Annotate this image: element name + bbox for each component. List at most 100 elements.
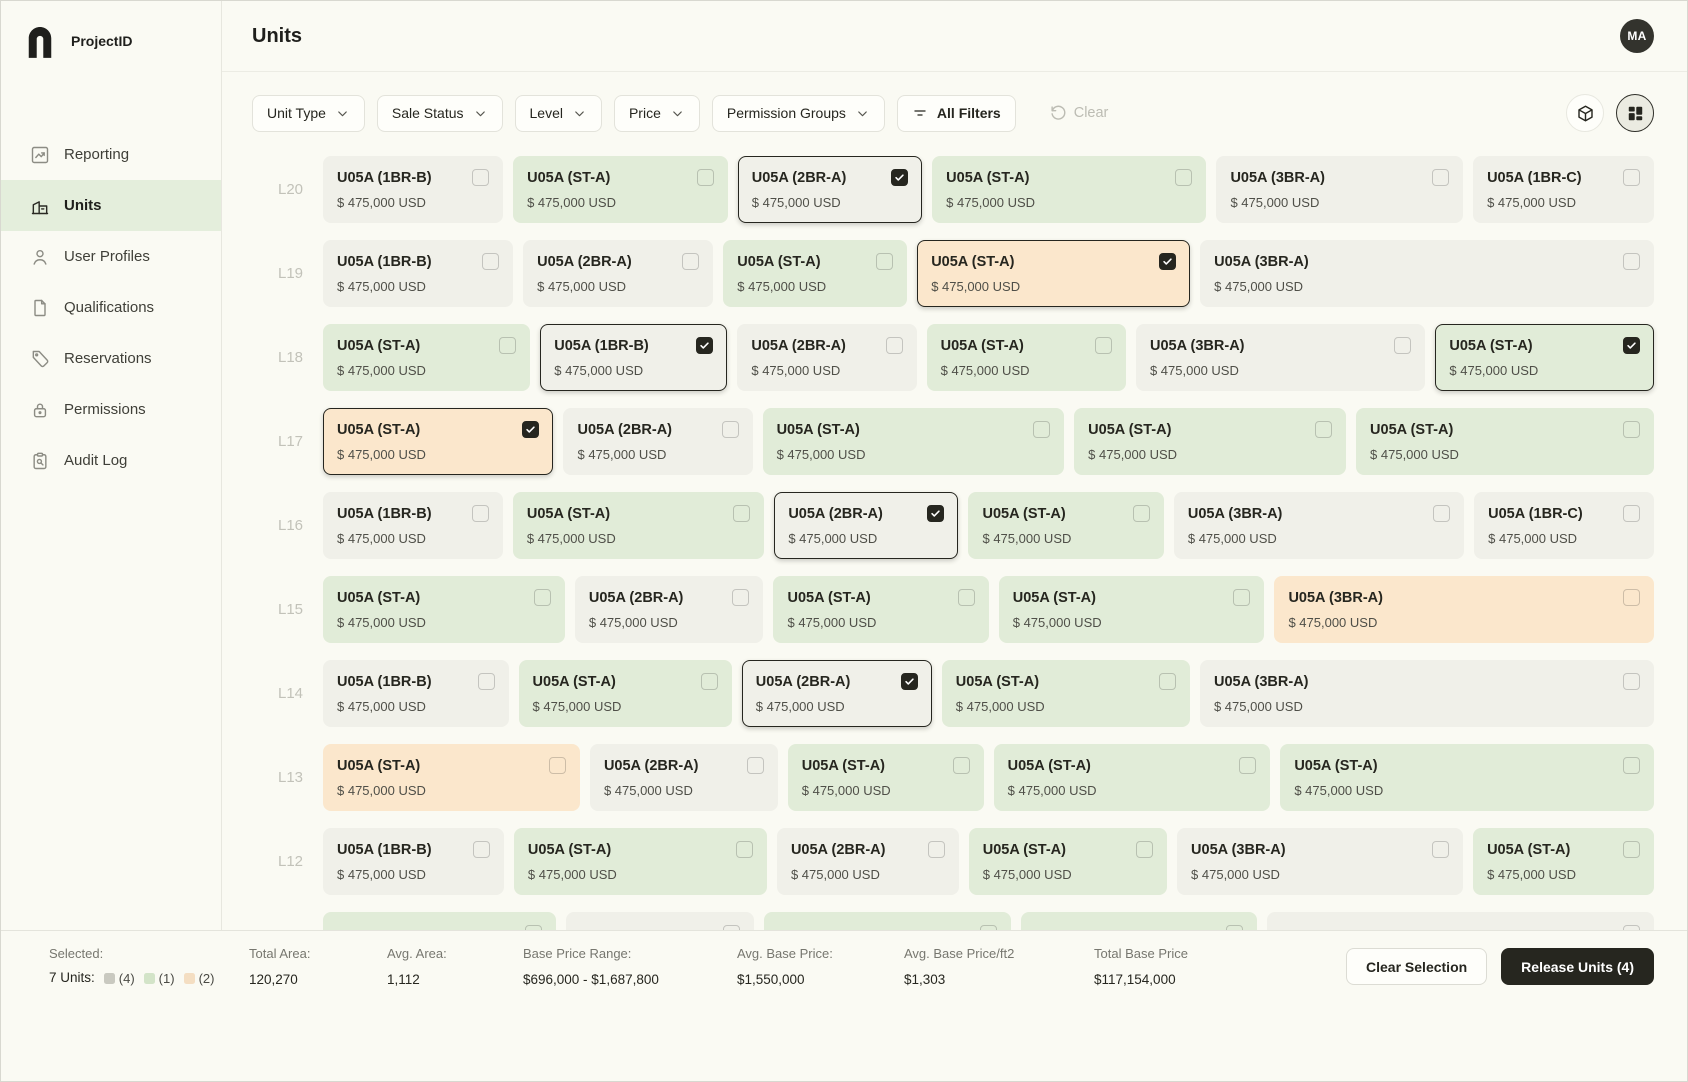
unit-card[interactable]: U05A (ST-A) $ 475,000 USD (926, 324, 1126, 391)
sidebar-item-audit-log[interactable]: Audit Log (1, 435, 221, 486)
filter-dropdown-unit-type[interactable]: Unit Type (252, 94, 365, 132)
unit-card[interactable]: U05A (3BR-A) $ 475,000 USD (1135, 324, 1426, 391)
avatar[interactable]: MA (1620, 19, 1654, 53)
unit-card[interactable] (1267, 912, 1654, 930)
unit-card[interactable]: U05A (2BR-A) $ 475,000 USD (774, 492, 959, 559)
unit-checkbox[interactable] (980, 925, 998, 930)
sidebar-item-user-profiles[interactable]: User Profiles (1, 231, 221, 282)
unit-card[interactable]: U05A (1BR-B) $ 475,000 USD (323, 660, 509, 727)
unit-card[interactable]: U05A (2BR-A) $ 475,000 USD (589, 744, 778, 811)
unit-checkbox[interactable] (735, 841, 753, 858)
unit-card[interactable]: U05A (ST-A) $ 475,000 USD (773, 576, 989, 643)
unit-checkbox[interactable] (472, 169, 490, 186)
unit-checkbox[interactable] (891, 169, 909, 186)
unit-checkbox[interactable] (1136, 841, 1154, 858)
release-units-button[interactable]: Release Units (4) (1501, 948, 1654, 985)
sidebar-item-reservations[interactable]: Reservations (1, 333, 221, 384)
unit-checkbox[interactable] (721, 421, 739, 438)
unit-card[interactable]: U05A (2BR-A) $ 475,000 USD (737, 156, 923, 223)
unit-checkbox[interactable] (1394, 337, 1412, 354)
unit-checkbox[interactable] (482, 253, 500, 270)
unit-checkbox[interactable] (900, 673, 918, 690)
unit-checkbox[interactable] (1239, 757, 1257, 774)
unit-checkbox[interactable] (548, 757, 566, 774)
unit-card[interactable]: U05A (ST-A) $ 475,000 USD (993, 744, 1271, 811)
unit-card[interactable]: U05A (ST-A) $ 475,000 USD (1473, 828, 1654, 895)
unit-card[interactable]: U05A (3BR-A) $ 475,000 USD (1199, 660, 1654, 727)
filter-dropdown-level[interactable]: Level (514, 94, 602, 132)
unit-checkbox[interactable] (1433, 505, 1451, 522)
unit-card[interactable]: U05A (ST-A) $ 475,000 USD (932, 156, 1207, 223)
unit-card[interactable]: U05A (3BR-A) $ 475,000 USD (1177, 828, 1464, 895)
unit-card[interactable]: U05A (ST-A) $ 475,000 USD (998, 576, 1265, 643)
unit-checkbox[interactable] (1094, 337, 1112, 354)
unit-card[interactable]: U05A (1BR-B) $ 475,000 USD (323, 240, 514, 307)
unit-checkbox[interactable] (472, 841, 490, 858)
unit-card[interactable]: U05A (ST-A) $ 475,000 USD (941, 660, 1190, 727)
sidebar-item-units[interactable]: Units (1, 180, 221, 231)
unit-checkbox[interactable] (533, 589, 551, 606)
unit-card[interactable]: U05A (ST-A) $ 475,000 USD (518, 660, 732, 727)
unit-checkbox[interactable] (1623, 673, 1640, 690)
all-filters-button[interactable]: All Filters (896, 94, 1016, 132)
unit-card[interactable]: U05A (ST-A) $ 475,000 USD (323, 744, 580, 811)
unit-checkbox[interactable] (746, 757, 764, 774)
unit-card[interactable]: U05A (2BR-A) $ 475,000 USD (741, 660, 932, 727)
unit-card[interactable]: U05A (ST-A) $ 475,000 USD (968, 828, 1168, 895)
unit-checkbox[interactable] (952, 757, 970, 774)
sidebar-item-reporting[interactable]: Reporting (1, 129, 221, 180)
unit-card[interactable]: U05A (ST-A) $ 475,000 USD (323, 324, 531, 391)
unit-checkbox[interactable] (1132, 505, 1150, 522)
unit-checkbox[interactable] (1432, 169, 1450, 186)
sidebar-item-permissions[interactable]: Permissions (1, 384, 221, 435)
unit-checkbox[interactable] (1159, 253, 1177, 270)
unit-checkbox[interactable] (1622, 757, 1640, 774)
filter-dropdown-price[interactable]: Price (613, 94, 700, 132)
unit-checkbox[interactable] (957, 589, 975, 606)
unit-card[interactable]: U05A (ST-A) $ 475,000 USD (513, 828, 767, 895)
unit-checkbox[interactable] (722, 925, 740, 930)
unit-checkbox[interactable] (1315, 421, 1333, 438)
unit-checkbox[interactable] (525, 925, 543, 930)
unit-checkbox[interactable] (522, 421, 540, 438)
unit-card[interactable] (566, 912, 754, 930)
unit-checkbox[interactable] (1033, 421, 1051, 438)
unit-card[interactable]: U05A (2BR-A) $ 475,000 USD (737, 324, 917, 391)
unit-card[interactable]: U05A (ST-A) $ 475,000 USD (513, 156, 728, 223)
unit-checkbox[interactable] (1623, 169, 1641, 186)
unit-card[interactable]: U05A (ST-A) $ 475,000 USD (1435, 324, 1654, 391)
unit-checkbox[interactable] (1623, 589, 1640, 606)
view-3d-button[interactable] (1566, 94, 1604, 132)
unit-card[interactable]: U05A (1BR-B) $ 475,000 USD (323, 492, 503, 559)
unit-card[interactable]: U05A (ST-A) $ 475,000 USD (512, 492, 765, 559)
unit-checkbox[interactable] (1158, 673, 1176, 690)
unit-card[interactable]: U05A (ST-A) $ 475,000 USD (1280, 744, 1654, 811)
unit-card[interactable] (763, 912, 1012, 930)
unit-checkbox[interactable] (885, 337, 903, 354)
view-grid-button[interactable] (1616, 94, 1654, 132)
unit-checkbox[interactable] (1432, 841, 1450, 858)
unit-checkbox[interactable] (696, 169, 714, 186)
unit-card[interactable]: U05A (1BR-C) $ 475,000 USD (1473, 156, 1655, 223)
unit-checkbox[interactable] (477, 673, 495, 690)
unit-card[interactable]: U05A (2BR-A) $ 475,000 USD (776, 828, 959, 895)
unit-card[interactable]: U05A (3BR-A) $ 475,000 USD (1216, 156, 1464, 223)
unit-checkbox[interactable] (876, 253, 894, 270)
unit-checkbox[interactable] (1226, 925, 1244, 930)
unit-card[interactable]: U05A (2BR-A) $ 475,000 USD (563, 408, 753, 475)
unit-checkbox[interactable] (733, 505, 751, 522)
unit-card[interactable]: U05A (ST-A) $ 475,000 USD (917, 240, 1191, 307)
unit-card[interactable]: U05A (3BR-A) $ 475,000 USD (1200, 240, 1654, 307)
filter-dropdown-permission-groups[interactable]: Permission Groups (711, 94, 885, 132)
unit-card[interactable]: U05A (2BR-A) $ 475,000 USD (574, 576, 764, 643)
unit-checkbox[interactable] (1622, 505, 1640, 522)
unit-card[interactable]: U05A (1BR-B) $ 475,000 USD (323, 156, 504, 223)
unit-card[interactable]: U05A (1BR-B) $ 475,000 USD (323, 828, 504, 895)
unit-checkbox[interactable] (696, 337, 714, 354)
unit-checkbox[interactable] (927, 505, 945, 522)
unit-checkbox[interactable] (1623, 841, 1640, 858)
unit-card[interactable] (1021, 912, 1258, 930)
unit-checkbox[interactable] (1623, 253, 1640, 270)
unit-card[interactable]: U05A (ST-A) $ 475,000 USD (762, 408, 1065, 475)
unit-card[interactable]: U05A (ST-A) $ 475,000 USD (323, 576, 565, 643)
